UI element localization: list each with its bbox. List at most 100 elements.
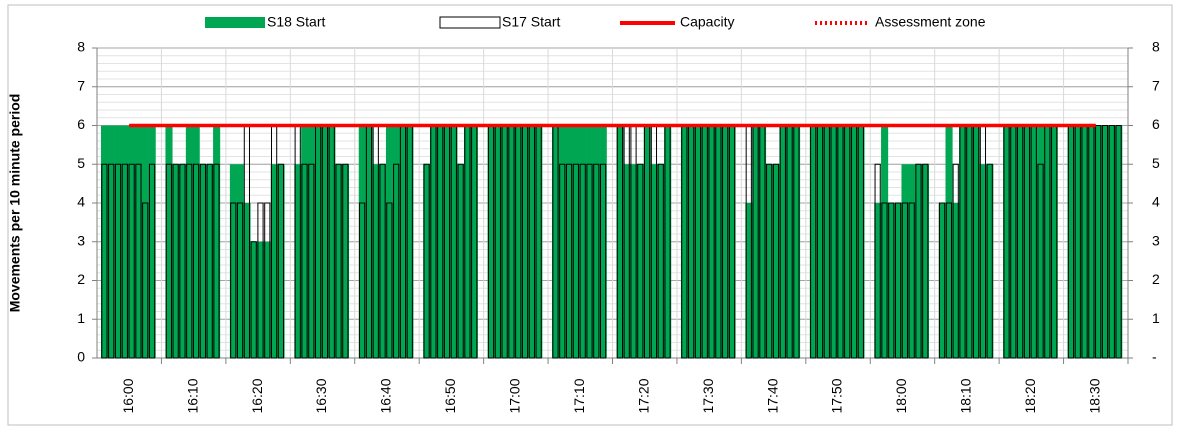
bar bbox=[101, 125, 109, 358]
bar bbox=[786, 125, 794, 358]
bar-outline bbox=[894, 202, 902, 359]
bar bbox=[887, 203, 895, 358]
bar-outline bbox=[874, 163, 881, 359]
bar bbox=[128, 125, 136, 358]
bar-outline bbox=[277, 163, 285, 359]
bar bbox=[114, 125, 122, 358]
y2-tick-label: 5 bbox=[1152, 155, 1160, 171]
bar-outline bbox=[257, 202, 264, 359]
legend-swatch bbox=[205, 17, 265, 28]
bar-outline bbox=[572, 163, 579, 359]
bar bbox=[165, 125, 173, 358]
bar-outline bbox=[657, 163, 664, 359]
x-tick-label: 16:40 bbox=[378, 378, 394, 413]
bar bbox=[365, 125, 373, 358]
bar bbox=[623, 164, 631, 358]
bar bbox=[1037, 125, 1045, 358]
bar bbox=[206, 164, 214, 358]
bar bbox=[236, 164, 244, 358]
bar bbox=[586, 125, 594, 358]
bar bbox=[1067, 125, 1075, 358]
bar bbox=[321, 125, 329, 358]
bar-outline bbox=[128, 163, 135, 359]
bar bbox=[572, 125, 580, 358]
bar bbox=[314, 125, 322, 358]
bar bbox=[728, 125, 736, 358]
bar bbox=[399, 125, 407, 358]
legend-label: Assessment zone bbox=[875, 14, 986, 30]
bar bbox=[816, 125, 824, 358]
bar-outline bbox=[393, 163, 400, 359]
bar bbox=[850, 125, 858, 358]
bar bbox=[972, 125, 980, 358]
bar bbox=[379, 164, 387, 358]
y-tick-label: 5 bbox=[77, 155, 85, 171]
bar bbox=[521, 125, 529, 358]
y2-tick-label: 4 bbox=[1152, 194, 1160, 210]
bar bbox=[464, 125, 472, 358]
bar bbox=[406, 125, 414, 358]
y-tick-label: 8 bbox=[77, 39, 85, 55]
bar bbox=[423, 164, 431, 358]
bar bbox=[714, 125, 723, 358]
bar bbox=[650, 164, 658, 358]
bar-outline bbox=[172, 163, 179, 359]
bar bbox=[837, 125, 845, 358]
bar bbox=[185, 125, 193, 358]
bar-outline bbox=[379, 163, 386, 359]
legend-label: S17 Start bbox=[502, 14, 560, 30]
bar bbox=[213, 125, 221, 358]
bar bbox=[552, 125, 560, 358]
y-tick-label: 7 bbox=[77, 77, 85, 93]
bar bbox=[908, 164, 916, 358]
x-tick-label: 18:30 bbox=[1086, 378, 1102, 413]
bar bbox=[1081, 125, 1089, 358]
bar-outline bbox=[142, 202, 149, 359]
bar-outline bbox=[165, 163, 172, 359]
bar bbox=[793, 125, 801, 358]
bar-outline bbox=[121, 163, 128, 359]
bar bbox=[1030, 125, 1038, 358]
bar-outline bbox=[908, 202, 915, 359]
x-tick-label: 16:50 bbox=[442, 378, 458, 413]
y-tick-label: 0 bbox=[77, 349, 85, 365]
bar bbox=[758, 125, 767, 358]
bar bbox=[1050, 125, 1058, 358]
bar-outline bbox=[359, 202, 366, 359]
bar bbox=[708, 125, 716, 358]
bar-outline bbox=[1101, 125, 1109, 359]
bar-outline bbox=[1108, 125, 1115, 359]
bar bbox=[765, 164, 773, 358]
bar bbox=[172, 164, 180, 358]
bar-outline bbox=[565, 163, 573, 359]
bar-outline bbox=[386, 202, 393, 359]
bar-outline bbox=[922, 163, 929, 359]
bar bbox=[1087, 125, 1096, 358]
bar bbox=[514, 125, 522, 358]
bar bbox=[243, 203, 251, 358]
x-tick-label: 17:20 bbox=[635, 378, 651, 413]
y2-tick-label: 6 bbox=[1152, 116, 1160, 132]
x-tick-label: 17:10 bbox=[571, 378, 587, 413]
x-tick-label: 17:50 bbox=[829, 378, 845, 413]
bar-outline bbox=[179, 163, 186, 359]
bar bbox=[148, 125, 156, 358]
bar-outline bbox=[1095, 125, 1102, 359]
bar-outline bbox=[108, 163, 115, 359]
x-tick-label: 17:30 bbox=[700, 378, 716, 413]
bar-outline bbox=[301, 163, 308, 359]
bar-outline bbox=[915, 163, 922, 359]
bar bbox=[535, 125, 543, 358]
bar bbox=[565, 125, 573, 358]
bar bbox=[616, 125, 624, 358]
bar bbox=[592, 125, 600, 358]
y-tick-label: 6 bbox=[77, 116, 85, 132]
bar bbox=[141, 125, 149, 358]
bar bbox=[335, 164, 343, 358]
bar bbox=[508, 125, 516, 358]
bar-outline bbox=[135, 163, 142, 359]
bar bbox=[1101, 125, 1109, 358]
bar bbox=[901, 164, 909, 358]
bar-outline bbox=[586, 163, 593, 359]
bar bbox=[945, 125, 953, 358]
